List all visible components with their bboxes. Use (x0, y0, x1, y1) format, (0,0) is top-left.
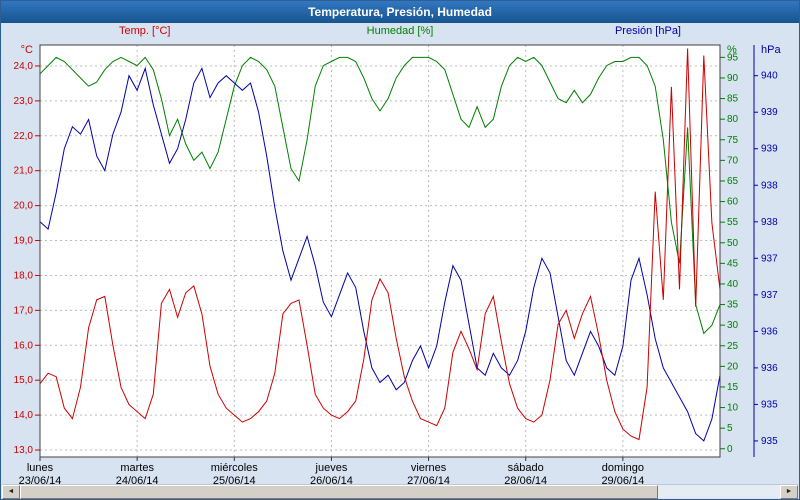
pressure-tick-label: 939 (761, 144, 778, 155)
scroll-track[interactable] (658, 485, 780, 497)
temp-tick-label: 15,0 (14, 375, 34, 386)
humidity-tick-label: 50 (727, 238, 739, 249)
temp-tick-label: 13,0 (14, 445, 34, 456)
pressure-tick-label: 937 (761, 253, 778, 264)
temp-series-line (39, 48, 721, 441)
temp-tick-label: 22,0 (14, 131, 34, 142)
humidity-tick-label: 0 (727, 444, 733, 455)
temp-tick-label: 24,0 (14, 61, 34, 72)
pressure-tick-label: 940 (761, 71, 778, 82)
humidity-tick-label: 75 (727, 135, 739, 146)
pressure-tick-label: 936 (761, 363, 778, 374)
pressure-tick-label: 936 (761, 326, 778, 337)
humidity-tick-label: 40 (727, 279, 739, 290)
chart-legend: Temp. [°C] Humedad [%] Presión [hPa] (1, 23, 799, 39)
humidity-tick-label: 70 (727, 155, 739, 166)
plot-background (40, 45, 720, 457)
temp-tick-label: 19,0 (14, 236, 34, 247)
pressure-tick-label: 937 (761, 290, 778, 301)
day-label: lunes (27, 462, 54, 474)
humidity-tick-label: 30 (727, 320, 739, 331)
day-label: martes (120, 462, 154, 474)
humidity-tick-label: 65 (727, 176, 739, 187)
pressure-tick-label: 938 (761, 217, 778, 228)
humidity-tick-label: 80 (727, 114, 739, 125)
pressure-unit-label: hPa (761, 44, 781, 56)
scroll-thumb[interactable] (20, 485, 658, 499)
humidity-tick-label: 20 (727, 361, 739, 372)
temp-tick-label: 21,0 (14, 166, 34, 177)
pressure-tick-label: 939 (761, 107, 778, 118)
temp-tick-label: 17,0 (14, 305, 34, 316)
horizontal-scrollbar[interactable]: ◄ ► (2, 484, 798, 499)
day-label: jueves (315, 462, 348, 474)
temp-tick-label: 16,0 (14, 340, 34, 351)
humidity-tick-label: 60 (727, 197, 739, 208)
plot-frame (39, 44, 721, 458)
humidity-tick-label: 35 (727, 300, 739, 311)
humidity-series-line (39, 56, 721, 335)
chart-canvas: 24,0 23,0 22,0 21,0 20,0 19,0 18,0 17,0 16,0 15,0… (14, 44, 782, 487)
window-title[interactable]: Temperatura, Presión, Humedad (1, 1, 799, 23)
temp-tick-label: 14,0 (14, 410, 34, 421)
humidity-tick-label: 10 (727, 403, 739, 414)
humidity-tick-label: 85 (727, 94, 739, 105)
temp-tick-label: 20,0 (14, 201, 34, 212)
legend-humidity: Humedad [%] (366, 25, 434, 37)
temp-tick-label: 23,0 (14, 96, 34, 107)
pressure-tick-label: 935 (761, 436, 778, 447)
humidity-tick-label: 95 (727, 52, 739, 63)
day-label: viernes (411, 462, 447, 474)
temp-tick-label: 18,0 (14, 270, 34, 281)
humidity-tick-label: 90 (727, 73, 739, 84)
humidity-tick-label: 25 (727, 341, 739, 352)
pressure-tick-label: 935 (761, 399, 778, 410)
humidity-tick-label: 45 (727, 258, 739, 269)
chart: 24,0 23,0 22,0 21,0 20,0 19,0 18,0 17,0 16,0 15,0… (2, 39, 799, 487)
legend-pressure: Presión [hPa] (614, 25, 681, 37)
pressure-series-line (39, 66, 721, 442)
humidity-tick-label: 55 (727, 217, 739, 228)
day-label: sábado (508, 462, 544, 474)
day-label: miércoles (211, 462, 259, 474)
humidity-tick-label: 15 (727, 382, 739, 393)
humidity-unit-label: % (727, 44, 737, 56)
temp-unit-label: °C (21, 44, 33, 56)
scroll-left-button[interactable]: ◄ (2, 485, 20, 499)
scroll-right-button[interactable]: ► (780, 485, 798, 499)
legend-temperature: Temp. [°C] (119, 25, 171, 37)
humidity-tick-label: 5 (727, 423, 733, 434)
day-label: domingo (602, 462, 644, 474)
pressure-tick-label: 938 (761, 180, 778, 191)
